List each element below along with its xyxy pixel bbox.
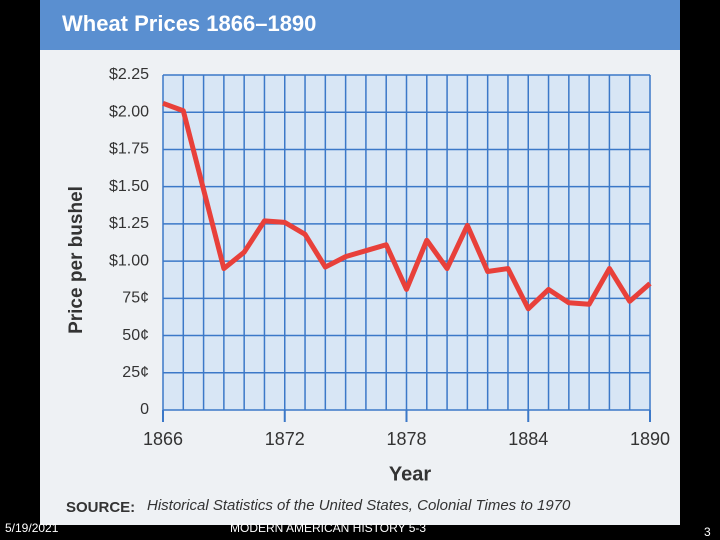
x-tick-label: 1872: [265, 429, 305, 449]
y-tick-label: $2.00: [109, 103, 149, 120]
slide-date: 5/19/2021: [5, 521, 59, 535]
slide-footer: MODERN AMERICAN HISTORY 5-3: [230, 521, 426, 535]
x-tick-label: 1884: [508, 429, 548, 449]
x-tick-label: 1866: [143, 429, 183, 449]
y-tick-label: $1.00: [109, 252, 149, 269]
title-bar: [40, 0, 680, 50]
source-label: SOURCE:: [66, 499, 135, 516]
x-tick-label: 1878: [386, 429, 426, 449]
y-tick-label: 50¢: [122, 327, 149, 344]
slide-page: 3: [704, 525, 711, 539]
x-tick-label: 1890: [630, 429, 670, 449]
chart-title: Wheat Prices 1866–1890: [62, 11, 316, 36]
data-line: [162, 100, 652, 312]
y-tick-label: $1.75: [109, 141, 149, 158]
y-axis-label: Price per bushel: [66, 186, 87, 334]
y-tick-label: $2.25: [109, 66, 149, 83]
y-tick-label: 25¢: [122, 364, 149, 381]
x-axis-label: Year: [389, 463, 431, 485]
y-tick-label: 0: [140, 401, 149, 418]
y-tick-label: $1.25: [109, 215, 149, 232]
y-tick-label: $1.50: [109, 178, 149, 195]
y-tick-label: 75¢: [122, 290, 149, 307]
source-text: Historical Statistics of the United Stat…: [147, 497, 571, 514]
